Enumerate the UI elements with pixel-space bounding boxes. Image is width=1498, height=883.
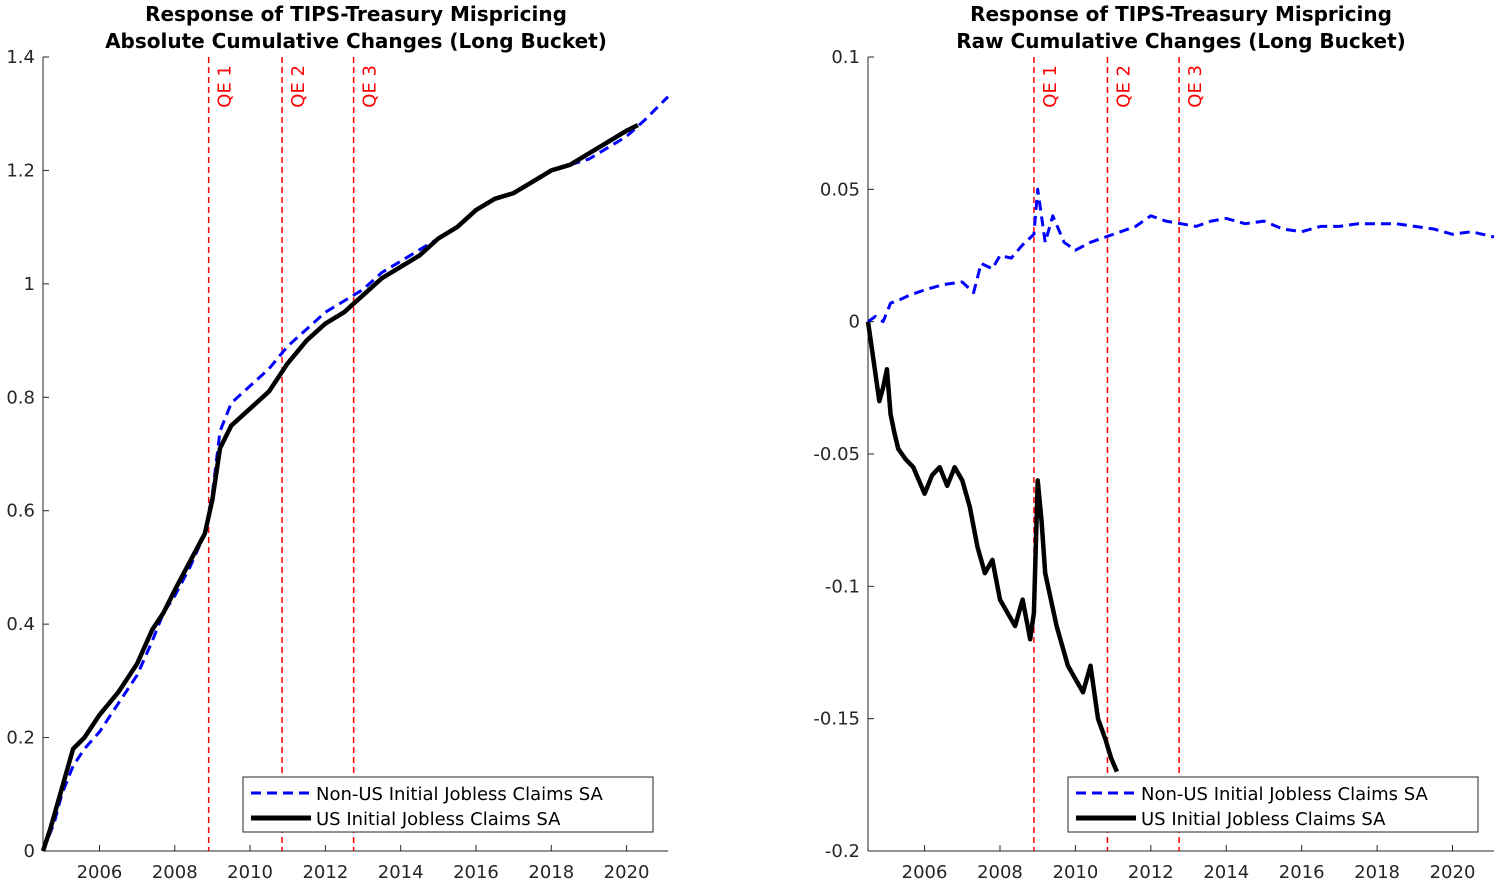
left-series-us-line	[40, 123, 639, 852]
left-y-tick-label: 0.8	[6, 387, 35, 408]
right-qe-label: QE 2	[1113, 65, 1134, 108]
left-chart-title-line-2: Absolute Cumulative Changes (Long Bucket…	[105, 29, 607, 53]
left-qe-label: QE 1	[215, 65, 236, 108]
left-x-tick-label: 2008	[152, 862, 198, 883]
right-x-tick-label: 2010	[1053, 862, 1099, 883]
left-y-tick-label: 1.2	[6, 160, 35, 181]
left-chart-panel: Response of TIPS-Treasury Mispricing Abs…	[6, 2, 670, 883]
left-qe-label: QE 3	[360, 65, 381, 108]
right-y-tick-label: 0.05	[820, 179, 860, 200]
left-qe-label: QE 2	[288, 65, 309, 108]
right-x-tick-label: 2014	[1203, 862, 1249, 883]
right-x-tick-label: 2018	[1354, 862, 1400, 883]
left-y-tick-label: 1	[24, 274, 35, 295]
right-qe-label: QE 3	[1185, 65, 1206, 108]
right-legend-label: US Initial Jobless Claims SA	[1141, 809, 1386, 830]
right-legend: Non-US Initial Jobless Claims SA US Initi…	[1067, 776, 1479, 833]
right-y-tick-label: -0.1	[825, 576, 860, 597]
right-x-tick-label: 2012	[1128, 862, 1174, 883]
right-x-tick-label: 2006	[902, 862, 948, 883]
left-x-tick-label: 2020	[604, 862, 650, 883]
left-x-tick-label: 2018	[528, 862, 574, 883]
left-y-tick-label: 0	[24, 841, 35, 862]
left-x-tick-label: 2014	[378, 862, 424, 883]
left-y-tick-label: 0.4	[6, 614, 35, 635]
left-legend-label: Non-US Initial Jobless Claims SA	[316, 784, 604, 805]
left-legend-box	[242, 776, 654, 833]
right-y-tick-label: -0.05	[813, 444, 860, 465]
left-legend-label: US Initial Jobless Claims SA	[316, 809, 561, 830]
right-legend-box	[1067, 776, 1479, 833]
right-x-tick-label: 2020	[1430, 862, 1476, 883]
left-x-tick-label: 2010	[227, 862, 273, 883]
left-x-tick-label: 2012	[302, 862, 348, 883]
right-series-non-us-line	[867, 187, 1495, 324]
right-qe-label: QE 1	[1040, 65, 1061, 108]
left-chart-title-line-1: Response of TIPS-Treasury Mispricing	[145, 2, 567, 26]
left-x-tick-label: 2006	[77, 862, 123, 883]
right-chart-panel: Response of TIPS-Treasury Mispricing Raw…	[813, 2, 1495, 883]
right-legend-label: Non-US Initial Jobless Claims SA	[1141, 784, 1429, 805]
right-y-tick-label: 0.1	[831, 47, 860, 68]
right-y-tick-label: 0	[849, 312, 860, 333]
left-y-tick-label: 1.4	[6, 47, 35, 68]
right-chart-title-line-1: Response of TIPS-Treasury Mispricing	[970, 2, 1392, 26]
right-x-tick-label: 2008	[977, 862, 1023, 883]
left-y-tick-label: 0.2	[6, 728, 35, 749]
right-x-tick-label: 2016	[1279, 862, 1325, 883]
right-chart-title-line-2: Raw Cumulative Changes (Long Bucket)	[956, 29, 1406, 53]
right-y-tick-label: -0.15	[813, 709, 860, 730]
left-series-non-us-line	[41, 95, 670, 852]
left-legend: Non-US Initial Jobless Claims SA US Initi…	[242, 776, 654, 833]
right-series-us-line	[865, 321, 1119, 773]
right-y-tick-label: -0.2	[825, 841, 860, 862]
left-x-tick-label: 2016	[453, 862, 499, 883]
left-y-tick-label: 0.6	[6, 501, 35, 522]
